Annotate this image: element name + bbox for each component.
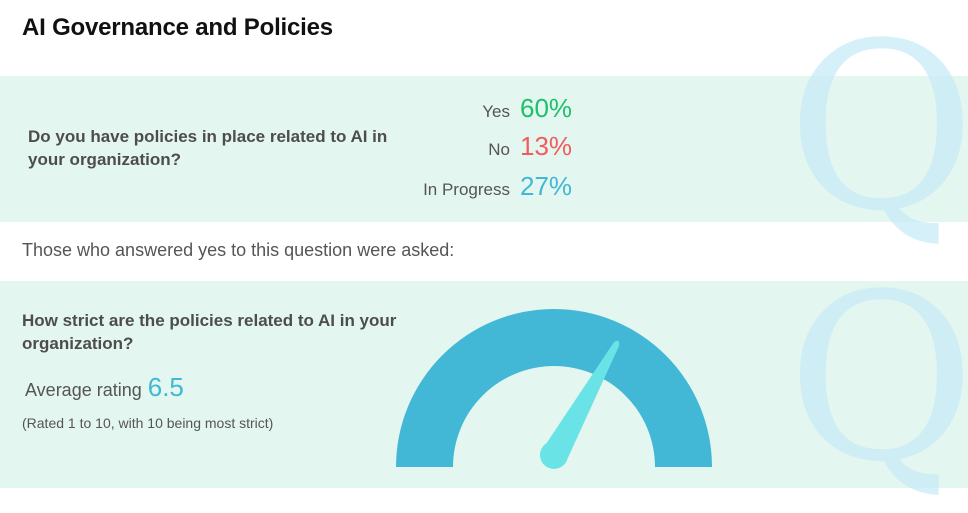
answer-in-progress: In Progress 27%	[393, 171, 590, 202]
answer-value: 27%	[520, 171, 573, 201]
policies-question-text: Do you have policies in place related to…	[28, 127, 388, 169]
average-rating-value: 6.5	[147, 372, 184, 402]
rating-scale-note: (Rated 1 to 10, with 10 being most stric…	[22, 415, 274, 431]
follow-up-intro: Those who answered yes to this question …	[22, 240, 455, 260]
average-rating: Average rating 6.5	[25, 372, 184, 403]
answer-label: No	[488, 140, 510, 159]
strictness-question-text: How strict are the policies related to A…	[22, 311, 397, 353]
answer-yes: Yes 60%	[393, 93, 590, 124]
page-title: AI Governance and Policies	[22, 14, 333, 41]
answer-value: 60%	[520, 93, 573, 123]
average-rating-label: Average rating	[25, 380, 142, 400]
answer-no: No 13%	[393, 131, 590, 162]
answer-label: In Progress	[423, 180, 510, 199]
policies-question-panel	[0, 76, 968, 222]
strictness-gauge	[396, 309, 712, 469]
answer-value: 13%	[520, 131, 573, 161]
answer-label: Yes	[482, 102, 510, 121]
gauge-arc	[396, 309, 712, 467]
gauge-needle-icon	[540, 340, 620, 469]
